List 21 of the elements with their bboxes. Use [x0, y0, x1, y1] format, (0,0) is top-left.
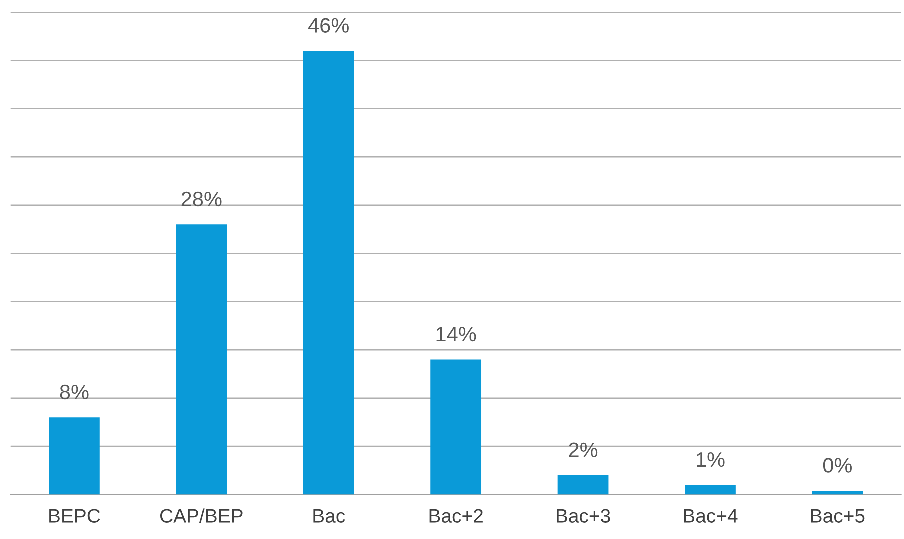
- data-label: 14%: [436, 327, 476, 342]
- x-tick-label: BEPC: [50, 509, 100, 523]
- data-label: 46%: [308, 18, 349, 33]
- data-label: 2%: [569, 442, 598, 458]
- x-tick-label: Bac+2: [430, 509, 483, 523]
- x-tick-label: Bac+5: [811, 509, 865, 523]
- bar: [685, 485, 736, 495]
- data-label: 1%: [697, 452, 725, 468]
- data-label: 8%: [60, 384, 89, 400]
- bar: [430, 360, 482, 495]
- bar: [176, 224, 228, 495]
- data-label: 28%: [182, 192, 222, 207]
- x-tick-label: CAP/BEP: [160, 508, 243, 523]
- bar: [303, 50, 354, 495]
- data-label: 0%: [823, 458, 852, 473]
- bar: [558, 476, 609, 495]
- x-tick-label: Bac+3: [557, 509, 610, 523]
- bar: [812, 490, 864, 495]
- x-tick-label: Bac: [314, 509, 346, 523]
- x-tick-label: Bac+4: [684, 509, 738, 523]
- bar: [49, 418, 100, 495]
